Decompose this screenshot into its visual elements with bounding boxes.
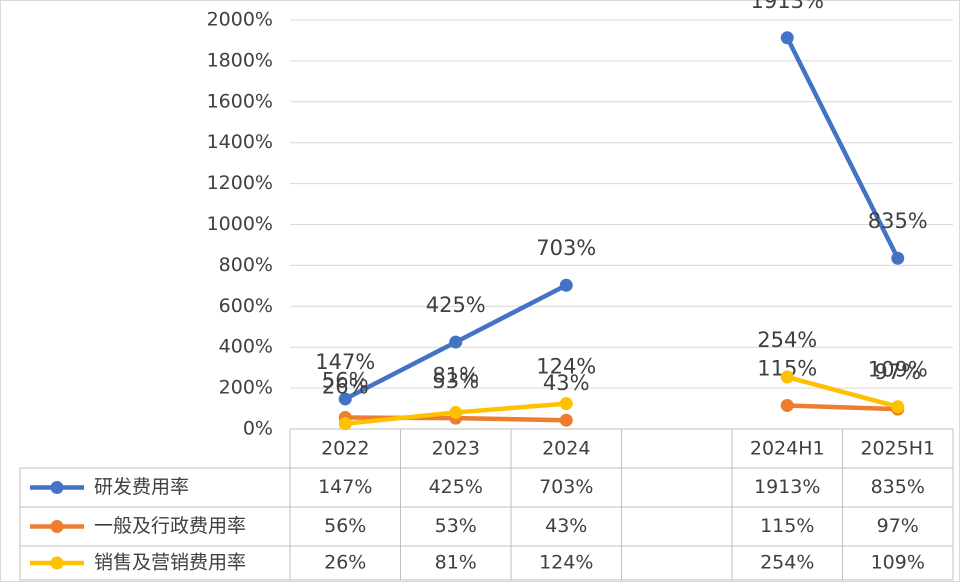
table-cell: 115% [760,515,814,537]
data-point [780,31,794,45]
table-cell: 56% [324,515,366,537]
data-point [559,278,573,292]
data-label: 124% [536,355,596,379]
x-tick-label: 2024H1 [750,438,825,460]
data-point [559,397,573,411]
data-label: 147% [315,350,375,374]
legend-label: 研发费用率 [94,476,189,498]
data-label: 43% [543,371,590,395]
data-label: 425% [426,293,486,317]
legend-marker [50,556,64,570]
data-label: 97% [874,360,921,384]
data-label: 703% [536,236,596,260]
table-cell: 703% [539,476,593,498]
table-cell: 109% [871,552,925,574]
table-cell: 97% [877,515,919,537]
y-tick-label: 1600% [207,90,273,112]
y-tick-label: 2000% [207,9,273,31]
table-cell: 81% [435,552,477,574]
data-point [338,417,352,431]
x-tick-label: 2023 [432,438,480,460]
data-point [891,400,905,414]
y-tick-label: 1200% [207,172,273,194]
data-label: 81% [432,363,479,387]
y-tick-label: 1000% [207,213,273,235]
table-cell: 124% [539,552,593,574]
data-label: 53% [432,369,479,393]
table-cell: 835% [871,476,925,498]
table-cell: 425% [429,476,483,498]
data-label: 26% [322,375,369,399]
data-label: 56% [322,369,369,393]
table-cell: 254% [760,552,814,574]
table-cell: 43% [545,515,587,537]
x-tick-label: 2024 [542,438,590,460]
legend-marker [50,520,64,533]
y-tick-label: 800% [219,254,273,276]
legend-marker [50,481,64,494]
table-cell: 1913% [754,476,820,498]
x-tick-label: 2022 [321,438,369,460]
y-tick-label: 600% [219,295,273,317]
y-tick-label: 1800% [207,49,273,71]
y-tick-label: 0% [243,418,273,440]
legend-label: 销售及营销费用率 [94,552,246,574]
data-point [559,413,573,427]
data-label: 109% [868,358,928,382]
data-point [891,251,905,265]
data-point [449,335,463,349]
x-tick-label: 2025H1 [860,438,935,460]
legend-label: 一般及行政费用率 [94,515,246,537]
table-cell: 53% [435,515,477,537]
y-tick-label: 400% [219,336,273,358]
data-label: 254% [757,328,817,352]
table-cell: 147% [318,476,372,498]
y-tick-label: 200% [219,377,273,399]
data-label: 835% [868,209,928,233]
data-point [780,370,794,384]
data-point [449,405,463,419]
data-point [338,392,352,406]
table-cell: 26% [324,552,366,574]
data-point [780,398,794,412]
y-tick-label: 1400% [207,131,273,153]
data-label: 1913% [751,0,824,13]
